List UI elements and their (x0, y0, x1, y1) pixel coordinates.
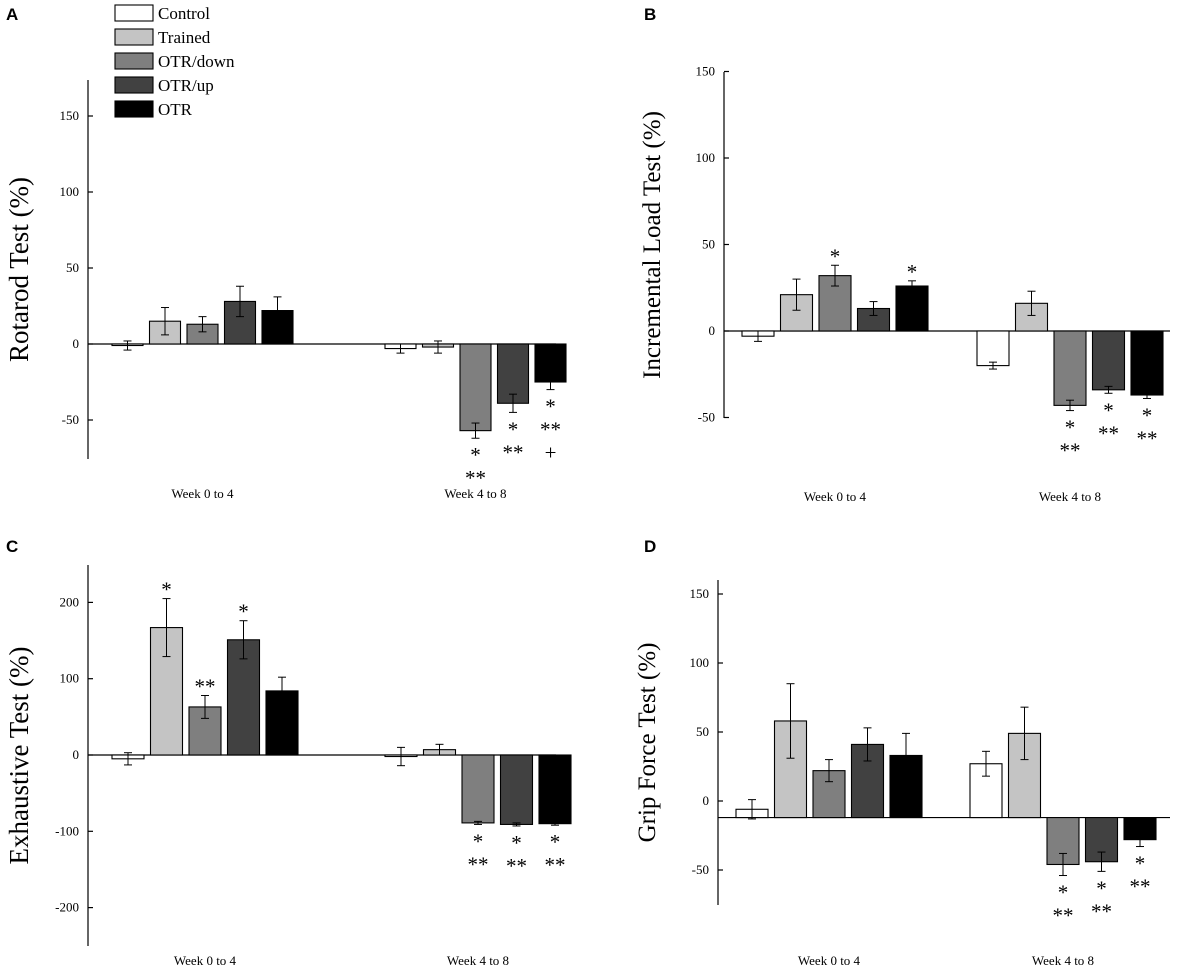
category-label: Week 0 to 4 (804, 489, 867, 504)
y-tick-label: 50 (702, 237, 715, 252)
bar-otr-down-1 (1053, 330, 1087, 406)
legend-label: OTR/up (158, 76, 214, 95)
significance-marker: * (1135, 852, 1146, 876)
significance-marker: * (1058, 881, 1069, 905)
panel-label-c: C (6, 537, 18, 556)
significance-marker: * (1096, 876, 1107, 900)
y-tick-label: -50 (698, 410, 715, 425)
significance-marker: ** (1130, 875, 1151, 899)
y-tick-label: 0 (73, 336, 80, 351)
panel-label-b: B (644, 5, 656, 24)
y-tick-label: 150 (690, 586, 710, 601)
panel-label-d: D (644, 537, 656, 556)
bar-otr-0 (895, 285, 929, 332)
significance-marker: ** (1098, 421, 1119, 445)
bar-otr-down-1 (461, 754, 495, 824)
significance-marker: ** (540, 418, 561, 442)
significance-marker: ** (1091, 899, 1112, 923)
y-tick-label: -200 (55, 900, 79, 915)
y-tick-label: 50 (696, 724, 709, 739)
bar-otr-1 (538, 754, 572, 825)
y-axis-label: Incremental Load Test (%) (639, 111, 666, 379)
panel-label-a: A (6, 5, 18, 24)
panel-a: -50 0 50 100 150 Rotarod Test (%) Week 0 to 4 W… (4, 80, 567, 501)
significance-marker: * (473, 829, 484, 853)
significance-marker: * (161, 578, 172, 602)
significance-marker: * (1142, 403, 1153, 427)
panel-b: -50 0 50 100 150 Incremental Load Test (%) Wee… (639, 64, 1170, 504)
significance-marker: ** (468, 852, 489, 876)
category-label: Week 0 to 4 (171, 486, 234, 501)
legend-label: Control (158, 4, 210, 23)
legend-swatch-trained (114, 28, 154, 46)
category-label: Week 4 to 8 (1039, 489, 1101, 504)
significance-marker: * (1103, 398, 1114, 422)
y-tick-label: 100 (696, 150, 716, 165)
panel-c: -200 -100 0 100 200 Exhaustive Test (%) Week 0… (4, 565, 572, 968)
significance-marker: ** (1053, 904, 1074, 928)
y-tick-label: 100 (690, 655, 710, 670)
panels: -50 0 50 100 150 Rotarod Test (%) Week 0 to 4 W… (4, 64, 1170, 968)
panel-d: -50 0 50 100 150 Grip Force Test (%) Week 0 to… (634, 580, 1170, 968)
significance-marker: * (830, 244, 841, 268)
bar-otr-down-1 (459, 343, 492, 432)
category-label: Week 0 to 4 (174, 953, 237, 968)
y-tick-label: 200 (60, 594, 80, 609)
y-tick-label: 150 (60, 108, 80, 123)
significance-marker: * (511, 831, 522, 855)
significance-marker: + (545, 441, 557, 465)
category-label: Week 0 to 4 (798, 953, 861, 968)
significance-marker: * (238, 600, 249, 624)
y-tick-label: -50 (62, 412, 79, 427)
legend-swatch-otr-down (114, 52, 154, 70)
bar-otr-up-1 (1091, 330, 1126, 391)
legend-swatch-control (114, 4, 154, 22)
y-tick-label: 150 (696, 64, 716, 79)
y-axis-label: Grip Force Test (%) (634, 643, 661, 843)
y-tick-label: 50 (66, 260, 79, 275)
significance-marker: * (508, 417, 519, 441)
category-label: Week 4 to 8 (444, 486, 506, 501)
bar-control-1 (976, 330, 1010, 367)
y-tick-label: 0 (73, 747, 80, 762)
significance-marker: * (550, 830, 561, 854)
category-label: Week 4 to 8 (1032, 953, 1094, 968)
significance-marker: * (1065, 416, 1076, 440)
significance-marker: ** (195, 674, 216, 698)
bar-otr-1 (1130, 330, 1164, 396)
significance-marker: ** (465, 466, 486, 490)
legend: Control Trained OTR/down OTR/up OTR (114, 4, 235, 119)
legend-label: OTR/down (158, 52, 235, 71)
bar-otr-up-1 (499, 754, 534, 825)
significance-marker: ** (506, 854, 527, 878)
legend-label: Trained (158, 28, 211, 47)
y-tick-label: 100 (60, 184, 80, 199)
legend-label: OTR (158, 100, 193, 119)
category-label: Week 4 to 8 (447, 953, 509, 968)
significance-marker: * (907, 260, 918, 284)
y-axis-label: Rotarod Test (%) (4, 177, 34, 362)
significance-marker: ** (1060, 439, 1081, 463)
significance-marker: * (470, 443, 481, 467)
y-tick-label: 0 (703, 793, 710, 808)
bar-otr-0 (265, 690, 299, 756)
significance-marker: ** (503, 440, 524, 464)
y-tick-label: 0 (709, 323, 716, 338)
significance-marker: ** (1137, 426, 1158, 450)
y-tick-label: -50 (692, 862, 709, 877)
legend-swatch-otr (114, 100, 154, 118)
significance-marker: * (545, 395, 556, 419)
y-axis-label: Exhaustive Test (%) (4, 646, 34, 864)
y-tick-label: -100 (55, 823, 79, 838)
legend-swatch-otr-up (114, 76, 154, 94)
bar-otr-up-1 (496, 343, 530, 404)
y-tick-label: 100 (60, 671, 80, 686)
significance-marker: ** (545, 853, 566, 877)
